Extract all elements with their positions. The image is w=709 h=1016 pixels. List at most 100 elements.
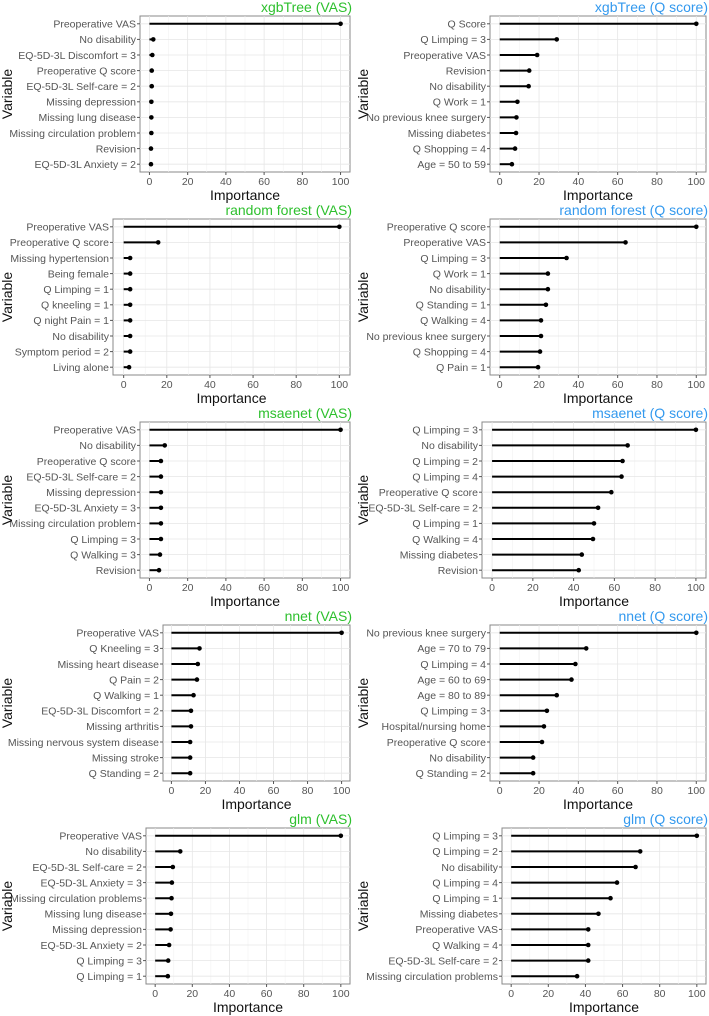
- lollipop-point: [158, 536, 164, 542]
- y-tick-label: Preoperative VAS: [26, 222, 109, 234]
- x-axis-label: Importance: [210, 187, 280, 203]
- x-axis-label: Importance: [221, 796, 291, 812]
- y-tick-label: Preoperative VAS: [53, 425, 136, 437]
- y-axis-label: Variable: [0, 475, 15, 526]
- lollipop-point: [158, 505, 164, 511]
- y-tick-label: Missing hypertension: [10, 253, 109, 265]
- y-tick-label: Q Limping = 1: [432, 893, 498, 905]
- x-axis-label: Importance: [563, 796, 633, 812]
- panel-title: random forest (VAS): [225, 203, 352, 218]
- x-tick-label: 40: [568, 582, 580, 594]
- y-tick-label: Preoperative VAS: [59, 831, 142, 843]
- y-tick-label: Q Shopping = 4: [413, 143, 486, 155]
- y-tick-label: Q Limping = 2: [432, 846, 498, 858]
- panel-title: msaenet (Q score): [592, 406, 708, 421]
- x-tick-label: 0: [497, 379, 503, 391]
- lollipop-point: [569, 677, 574, 682]
- y-tick-label: No disability: [79, 34, 136, 46]
- x-tick-label: 0: [508, 988, 514, 1000]
- x-tick-label: 100: [333, 785, 351, 797]
- y-tick-label: Preoperative Q score: [10, 237, 109, 249]
- lollipop-point: [165, 958, 171, 963]
- lollipop-point: [187, 739, 193, 745]
- y-tick-label: Age = 70 to 79: [417, 643, 486, 655]
- y-tick-label: Q Limping = 3: [420, 253, 486, 265]
- panel-title: random forest (Q score): [559, 203, 708, 218]
- x-axis-label: Importance: [213, 999, 283, 1015]
- lollipop-point: [590, 536, 596, 542]
- y-tick-label: Preoperative Q score: [387, 737, 486, 749]
- lollipop-point: [127, 302, 133, 308]
- y-axis-label: Variable: [355, 678, 371, 729]
- y-tick-label: Preoperative Q score: [387, 222, 486, 234]
- y-tick-label: EQ-5D-3L Self-care = 2: [26, 81, 136, 93]
- lollipop-point: [538, 333, 544, 339]
- y-tick-label: Preoperative Q score: [37, 65, 136, 77]
- y-tick-label: Q Limping = 1: [412, 518, 478, 530]
- lollipop-point: [157, 552, 163, 557]
- lollipop-point: [573, 661, 578, 667]
- x-tick-label: 40: [234, 785, 246, 797]
- y-tick-label: Q Limping = 4: [420, 659, 486, 671]
- y-tick-label: Missing circulation problem: [9, 518, 136, 530]
- x-tick-label: 80: [290, 379, 302, 391]
- y-tick-label: No disability: [52, 331, 109, 343]
- y-tick-label: EQ-5D-3L Discomfort = 3: [18, 50, 136, 62]
- y-tick-label: Preoperative Q score: [379, 487, 478, 499]
- y-tick-label: No disability: [429, 81, 486, 93]
- lollipop-point: [127, 271, 133, 276]
- lollipop-point: [608, 895, 613, 901]
- panel-title: glm (VAS): [289, 812, 352, 827]
- chart-panel: glm (VAS) 0 20 40 60 80 100 Preoperative VAS No …: [0, 812, 352, 1015]
- x-tick-label: 0: [152, 988, 158, 1000]
- y-tick-label: EQ-5D-3L Self-care = 2: [388, 955, 498, 967]
- lollipop-point: [512, 146, 518, 151]
- y-tick-label: Q Pain = 1: [436, 362, 486, 374]
- lollipop-point: [585, 927, 591, 932]
- lollipop-point: [177, 849, 183, 854]
- x-tick-label: 60: [258, 582, 270, 594]
- y-tick-label: Missing depression: [46, 97, 136, 109]
- y-tick-label: Revision: [446, 65, 486, 77]
- panel-title: nnet (VAS): [285, 609, 352, 624]
- lollipop-point: [165, 973, 171, 979]
- y-tick-label: Missing circulation problems: [10, 893, 142, 905]
- lollipop-point: [693, 224, 699, 230]
- y-axis-label: Variable: [0, 272, 15, 323]
- lollipop-point: [150, 37, 156, 42]
- y-axis-label: Variable: [355, 69, 371, 120]
- lollipop-point: [637, 849, 643, 854]
- x-tick-label: 20: [182, 582, 194, 594]
- y-tick-label: Symptom period = 2: [15, 346, 109, 358]
- chart-panel: xgbTree (VAS) 0 20 40 60 80 100 Preoperative VA…: [0, 0, 352, 203]
- x-tick-label: 60: [612, 785, 624, 797]
- y-tick-label: Q Walking = 3: [70, 549, 136, 561]
- lollipop-point: [554, 37, 560, 42]
- lollipop-point: [576, 567, 582, 573]
- x-tick-label: 80: [649, 582, 661, 594]
- y-tick-label: Missing nervous system disease: [8, 737, 159, 749]
- x-tick-label: 100: [332, 582, 350, 594]
- y-tick-label: Preoperative Q score: [37, 456, 136, 468]
- lollipop-point: [693, 21, 699, 27]
- y-tick-label: No previous knee surgery: [366, 628, 486, 640]
- panel-title: glm (Q score): [623, 812, 708, 827]
- y-tick-label: Q Limping = 3: [412, 425, 478, 437]
- lollipop-point: [149, 130, 154, 136]
- x-tick-label: 60: [268, 785, 280, 797]
- lollipop-point: [158, 521, 164, 526]
- chart-panel: msaenet (Q score) 0 20 40 60 80 100 Q Limping =…: [355, 406, 708, 609]
- x-tick-label: 20: [186, 988, 198, 1000]
- panel-title: xgbTree (Q score): [595, 0, 708, 15]
- y-tick-label: Missing diabetes: [408, 128, 486, 140]
- y-tick-label: Q kneeling = 1: [41, 300, 109, 312]
- y-tick-label: Q Walking = 4: [412, 534, 478, 546]
- x-tick-label: 80: [654, 988, 666, 1000]
- lollipop-point: [149, 68, 155, 73]
- lollipop-point: [539, 739, 545, 745]
- lollipop-point: [609, 489, 614, 495]
- lollipop-point: [595, 505, 601, 511]
- y-tick-label: Missing arthritis: [86, 721, 159, 733]
- y-tick-label: EQ-5D-3L Self-care = 2: [26, 471, 136, 483]
- panel-title: nnet (Q score): [619, 609, 708, 624]
